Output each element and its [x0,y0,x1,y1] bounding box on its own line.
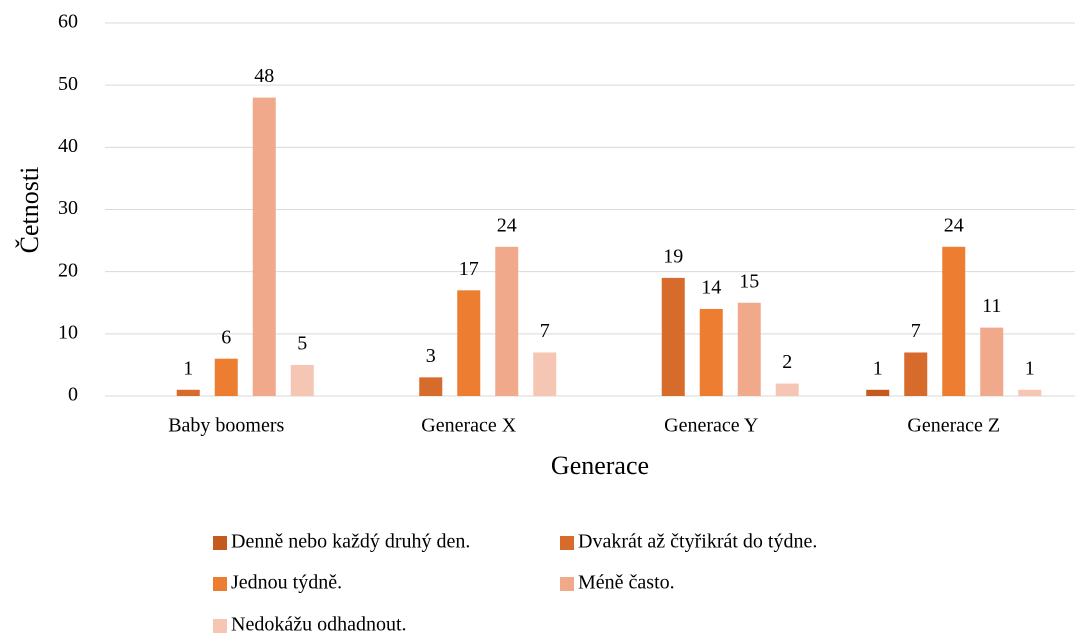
x-tick-label: Generace X [421,415,516,437]
data-label: 17 [459,258,479,280]
legend-label: Jednou týdně. [231,572,342,594]
data-label: 1 [1025,357,1035,379]
bar [457,290,481,396]
legend-label: Méně často. [578,572,675,594]
data-label: 2 [782,351,792,373]
legend-swatch [560,577,574,591]
data-label: 1 [873,357,883,379]
data-label: 3 [426,345,436,367]
y-tick-label: 0 [68,384,78,406]
data-label: 11 [982,295,1001,317]
bar [661,277,685,396]
y-tick-label: 20 [58,259,78,281]
legend-swatch [560,536,574,550]
legend-label: Dvakrát až čtyřikrát do týdne. [578,531,817,553]
bar [775,383,799,396]
y-tick-label: 60 [58,11,78,33]
bar [176,389,200,396]
bar [419,377,443,396]
y-axis-title: Četnosti [15,167,44,254]
data-label: 5 [297,333,307,355]
data-label: 1 [183,357,193,379]
bar [495,246,519,396]
y-tick-label: 30 [58,197,78,219]
data-label: 19 [663,245,683,267]
bar [980,327,1004,396]
x-tick-label: Baby boomers [168,415,284,437]
bar [252,97,276,396]
legend-label: Nedokážu odhadnout. [231,614,407,636]
bar [737,302,761,396]
data-label: 24 [944,214,964,236]
bar [866,389,890,396]
legend-swatch [213,619,227,633]
data-label: 24 [497,214,517,236]
x-tick-label: Generace Y [664,415,758,437]
x-tick-label: Generace Z [907,415,1000,437]
legend-swatch [213,536,227,550]
x-axis-title: Generace [551,451,649,480]
bar [1018,389,1042,396]
data-label: 14 [701,277,721,299]
bar [290,364,314,396]
bar [214,358,238,396]
data-label: 48 [254,65,274,87]
data-label: 7 [540,320,550,342]
y-tick-label: 10 [58,321,78,343]
bar [942,246,966,396]
bar [699,308,723,396]
y-tick-label: 50 [58,73,78,95]
data-label: 6 [221,326,231,348]
bar [533,352,557,396]
data-label: 15 [739,270,759,292]
data-label: 7 [911,320,921,342]
legend-label: Denně nebo každý druhý den. [231,531,470,553]
bar [904,352,928,396]
y-tick-label: 40 [58,135,78,157]
legend-swatch [213,577,227,591]
